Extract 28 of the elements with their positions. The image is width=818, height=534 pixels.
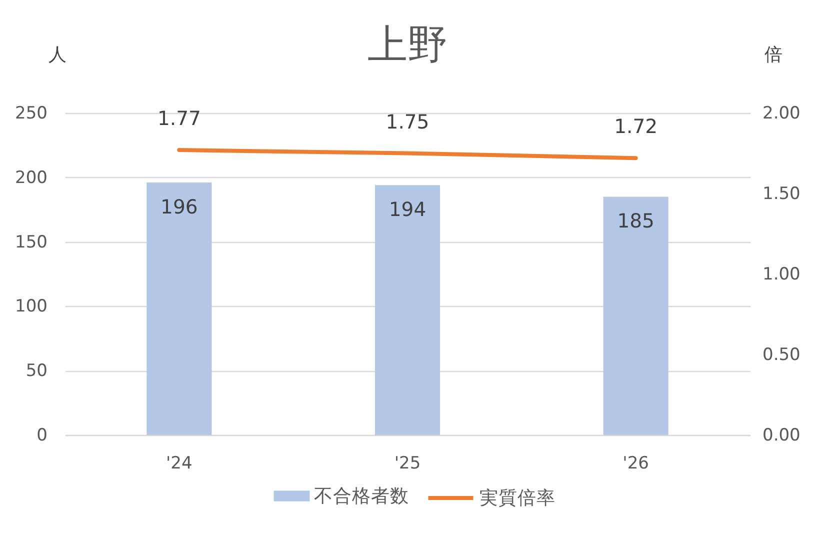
y2-tick-label: 0.00 xyxy=(762,426,800,446)
y-tick-label: 250 xyxy=(15,104,48,124)
y2-tick-label: 0.50 xyxy=(762,345,800,365)
data-label: 185 xyxy=(617,210,654,233)
y-tick-label: 200 xyxy=(15,168,48,188)
bar xyxy=(146,182,212,435)
data-label: 1.75 xyxy=(386,110,430,134)
y2-tick-label: 1.00 xyxy=(762,264,800,284)
legend-label: 実質倍率 xyxy=(479,487,556,509)
data-label: 194 xyxy=(388,198,426,222)
legend-label: 不合格者数 xyxy=(314,486,409,507)
bar xyxy=(603,196,668,435)
x-tick-label: '26 xyxy=(622,454,649,474)
y2-axis-title: 倍 xyxy=(764,44,782,66)
data-label: 1.72 xyxy=(614,115,658,138)
data-label: 196 xyxy=(160,196,198,219)
y-tick-label: 150 xyxy=(15,232,48,252)
y-tick-label: 50 xyxy=(26,361,48,382)
chart-title: 上野 xyxy=(368,22,448,68)
x-tick-label: '25 xyxy=(394,454,421,474)
y-tick-label: 0 xyxy=(36,426,48,446)
y2-tick-label: 2.00 xyxy=(762,104,800,124)
data-label: 1.77 xyxy=(157,107,201,130)
y-axis-title: 人 xyxy=(48,44,66,66)
y-tick-label: 100 xyxy=(15,296,48,317)
y2-tick-label: 1.50 xyxy=(762,184,800,204)
bar xyxy=(374,185,440,435)
x-tick-label: '24 xyxy=(166,454,192,474)
